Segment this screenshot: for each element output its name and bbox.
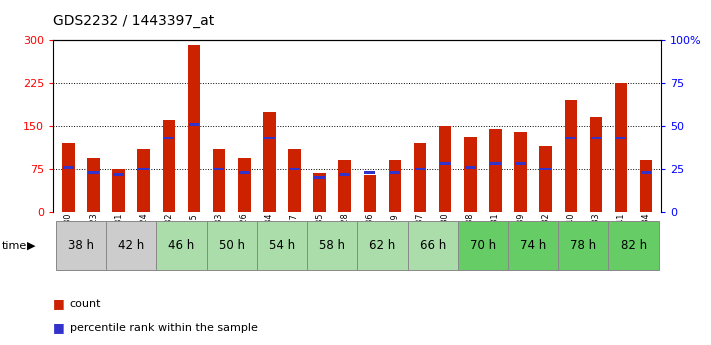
Text: 46 h: 46 h [169,239,195,252]
Bar [365,171,375,174]
Text: 70 h: 70 h [470,239,496,252]
Bar [558,221,609,270]
Bar [357,221,407,270]
Bar [112,169,125,212]
Bar [415,168,425,170]
Text: ▶: ▶ [27,241,36,251]
Bar [514,132,527,212]
Text: ■: ■ [53,321,65,334]
Bar [338,160,351,212]
Bar [264,137,274,139]
Bar [464,137,476,212]
Bar [314,173,326,212]
Bar [616,137,626,139]
Bar [239,171,250,174]
Bar [641,171,651,174]
Bar [390,171,400,174]
Bar [363,175,376,212]
Bar [565,137,576,139]
Bar [263,111,276,212]
Bar [615,83,627,212]
Text: 66 h: 66 h [419,239,446,252]
Bar [589,117,602,212]
Text: 74 h: 74 h [520,239,546,252]
Bar [540,146,552,212]
Text: 58 h: 58 h [319,239,345,252]
Bar [389,160,401,212]
Bar [88,171,99,174]
Bar [62,143,75,212]
Text: 82 h: 82 h [621,239,647,252]
Bar [163,120,175,212]
Bar [207,221,257,270]
Bar [156,221,207,270]
Bar [188,46,201,212]
Bar [164,137,174,139]
Bar [113,173,124,176]
Text: 50 h: 50 h [219,239,245,252]
Text: percentile rank within the sample: percentile rank within the sample [70,323,257,333]
Bar [106,221,156,270]
Bar [640,160,653,212]
Bar [188,123,199,126]
Bar [439,126,451,212]
Bar [465,166,476,169]
Bar [87,158,100,212]
Bar [238,158,250,212]
Bar [565,100,577,212]
Bar [489,129,502,212]
Bar [458,221,508,270]
Text: 78 h: 78 h [570,239,597,252]
Text: 54 h: 54 h [269,239,295,252]
Bar [214,168,225,170]
Bar [591,137,602,139]
Text: 62 h: 62 h [369,239,395,252]
Bar [213,149,225,212]
Bar [56,221,106,270]
Bar [137,149,150,212]
Bar [63,166,74,169]
Text: ■: ■ [53,297,65,310]
Bar [339,173,350,176]
Bar [307,221,357,270]
Text: count: count [70,299,101,308]
Bar [508,221,558,270]
Bar [490,162,501,165]
Bar [139,168,149,170]
Bar [288,149,301,212]
Bar [440,162,451,165]
Bar [314,176,325,179]
Bar [407,221,458,270]
Text: 38 h: 38 h [68,239,94,252]
Text: time: time [2,241,28,251]
Bar [540,168,551,170]
Bar [289,168,300,170]
Bar [609,221,658,270]
Bar [414,143,427,212]
Text: 42 h: 42 h [118,239,144,252]
Text: GDS2232 / 1443397_at: GDS2232 / 1443397_at [53,14,215,28]
Bar [515,162,526,165]
Bar [257,221,307,270]
